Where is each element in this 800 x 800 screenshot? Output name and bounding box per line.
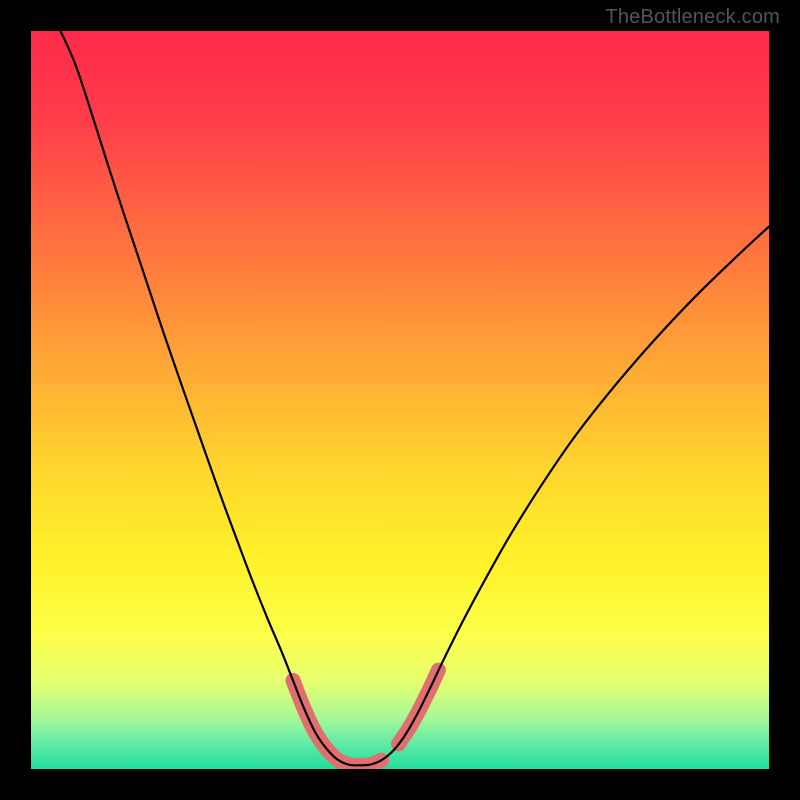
chart-root: TheBottleneck.com (0, 0, 800, 800)
plot-area (31, 31, 769, 769)
gradient-background (31, 31, 769, 769)
watermark-label: TheBottleneck.com (605, 6, 780, 29)
chart-canvas (31, 31, 769, 769)
